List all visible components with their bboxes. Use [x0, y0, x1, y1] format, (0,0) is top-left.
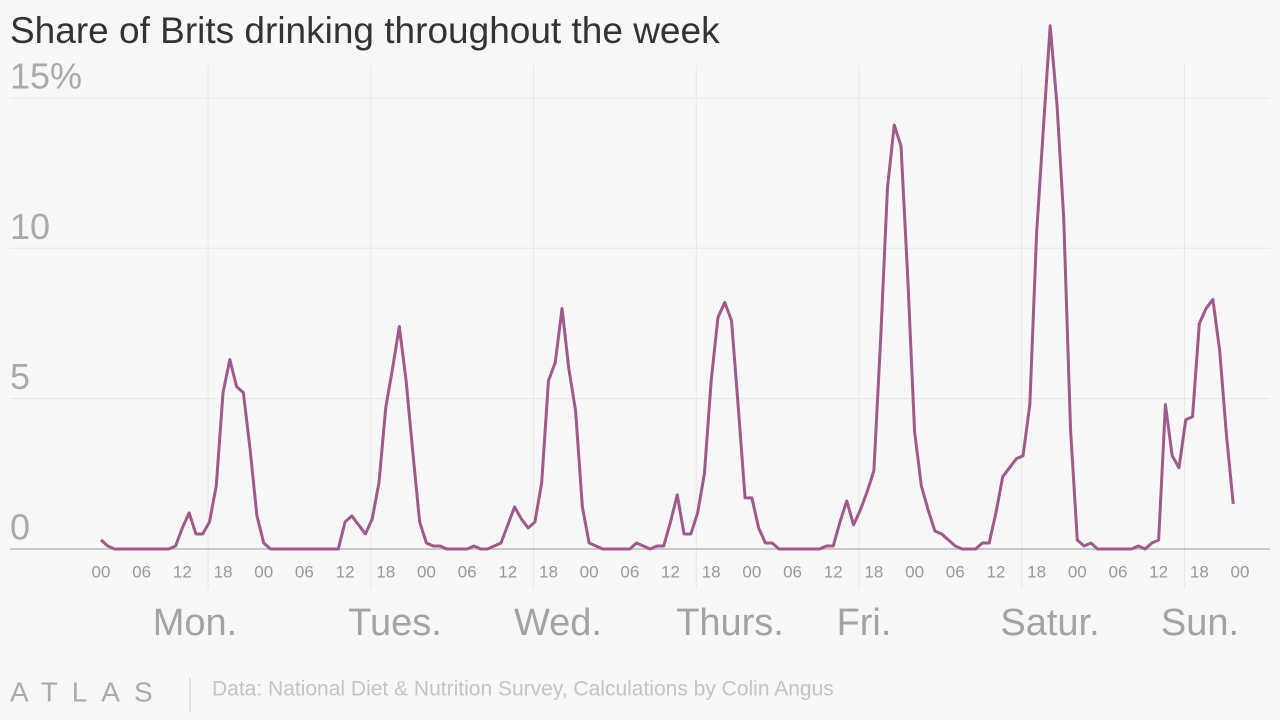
- x-tick-label: 18: [1027, 562, 1046, 581]
- day-label: Tues.: [348, 602, 442, 644]
- x-tick-label: 06: [1109, 562, 1128, 581]
- day-label: Fri.: [837, 602, 892, 644]
- x-tick-label: 18: [376, 562, 395, 581]
- x-tick-label: 00: [742, 562, 761, 581]
- day-label: Wed.: [514, 602, 602, 644]
- x-tick-label: 00: [417, 562, 436, 581]
- y-tick-label: 5: [10, 356, 30, 397]
- x-tick-label: 06: [295, 562, 314, 581]
- x-tick-label: 12: [986, 562, 1005, 581]
- x-tick-label: 18: [539, 562, 558, 581]
- x-tick-label: 18: [1190, 562, 1209, 581]
- x-tick-label: 00: [580, 562, 599, 581]
- x-tick-label: 06: [132, 562, 151, 581]
- x-tick-label: 18: [702, 562, 721, 581]
- chart-title: Share of Brits drinking throughout the w…: [10, 10, 720, 51]
- x-tick-label: 12: [498, 562, 517, 581]
- x-tick-label: 06: [783, 562, 802, 581]
- x-tick-label: 06: [458, 562, 477, 581]
- brand: ATLAS: [10, 676, 167, 707]
- day-label: Thurs.: [676, 602, 784, 644]
- x-tick-label: 18: [214, 562, 233, 581]
- x-tick-label: 12: [1149, 562, 1168, 581]
- x-tick-label: 12: [173, 562, 192, 581]
- x-tick-label: 12: [824, 562, 843, 581]
- data-line: [100, 24, 1235, 551]
- source: Data: National Diet & Nutrition Survey, …: [212, 678, 834, 701]
- x-tick-label: 06: [946, 562, 965, 581]
- day-label: Mon.: [153, 602, 237, 644]
- x-tick-label: 00: [254, 562, 273, 581]
- x-tick-label: 06: [620, 562, 639, 581]
- day-label: Satur.: [1000, 602, 1099, 644]
- x-tick-label: 00: [1231, 562, 1250, 581]
- y-tick-label: 0: [10, 507, 30, 548]
- x-tick-label: 18: [864, 562, 883, 581]
- x-tick-label: 12: [336, 562, 355, 581]
- y-tick-label: 15%: [10, 55, 82, 96]
- y-tick-label: 10: [10, 206, 50, 247]
- x-tick-label: 12: [661, 562, 680, 581]
- x-tick-label: 00: [1068, 562, 1087, 581]
- x-tick-label: 00: [905, 562, 924, 581]
- x-tick-label: 00: [92, 562, 111, 581]
- day-label: Sun.: [1161, 602, 1239, 644]
